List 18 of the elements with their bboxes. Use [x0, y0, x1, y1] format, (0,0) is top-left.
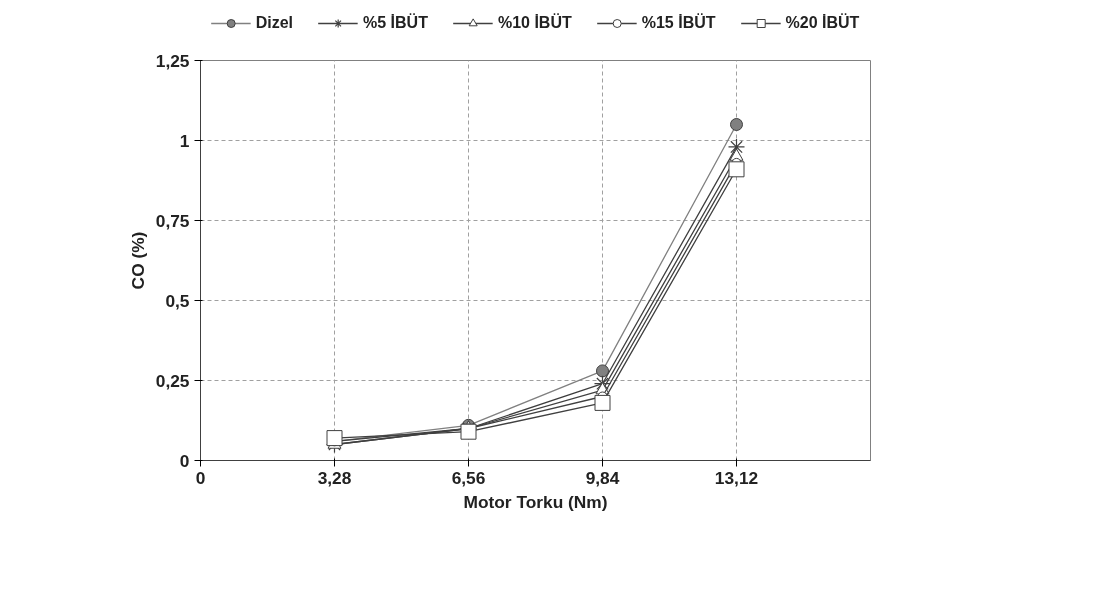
y-tick-label: 0: [179, 450, 190, 471]
x-tick-label: 3,28: [317, 467, 352, 488]
x-tick-label: 6,56: [451, 467, 486, 488]
legend-label: %10 İBÜT: [497, 13, 572, 32]
y-tick-label: 0,75: [155, 210, 190, 231]
legend-label: %5 İBÜT: [363, 13, 428, 32]
x-tick-label: 0: [195, 467, 206, 488]
legend-label: Dizel: [255, 13, 294, 32]
x-axis-title: Motor Torku (Nm): [463, 491, 608, 512]
y-tick-label: 1: [179, 130, 190, 151]
y-tick-label: 1,25: [155, 50, 190, 71]
legend-label: %20 İBÜT: [785, 13, 860, 32]
x-tick-label: 13,12: [714, 467, 759, 488]
y-tick-label: 0,25: [155, 370, 190, 391]
x-tick-label: 9,84: [585, 467, 620, 488]
y-tick-label: 0,5: [165, 290, 190, 311]
y-axis-title: CO (%): [127, 231, 148, 290]
legend-label: %15 İBÜT: [641, 13, 716, 32]
